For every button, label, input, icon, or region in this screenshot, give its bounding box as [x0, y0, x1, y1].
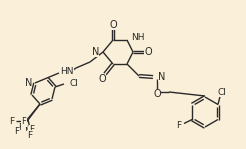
Text: NH: NH [131, 34, 144, 42]
Text: O: O [109, 20, 117, 30]
Text: N: N [92, 47, 99, 57]
Text: F: F [176, 121, 182, 130]
Text: Cl: Cl [217, 88, 226, 97]
Text: O: O [98, 74, 106, 84]
Text: F: F [18, 124, 24, 132]
Text: F: F [9, 117, 15, 125]
Text: O: O [144, 47, 152, 57]
Text: F: F [15, 128, 20, 136]
Text: O: O [153, 89, 161, 99]
Text: F: F [28, 131, 32, 139]
Text: F: F [30, 125, 34, 135]
Text: N: N [158, 72, 165, 82]
Text: F: F [22, 118, 26, 127]
Text: HN: HN [60, 67, 74, 76]
Text: N: N [25, 78, 32, 88]
Text: Cl: Cl [70, 79, 79, 87]
